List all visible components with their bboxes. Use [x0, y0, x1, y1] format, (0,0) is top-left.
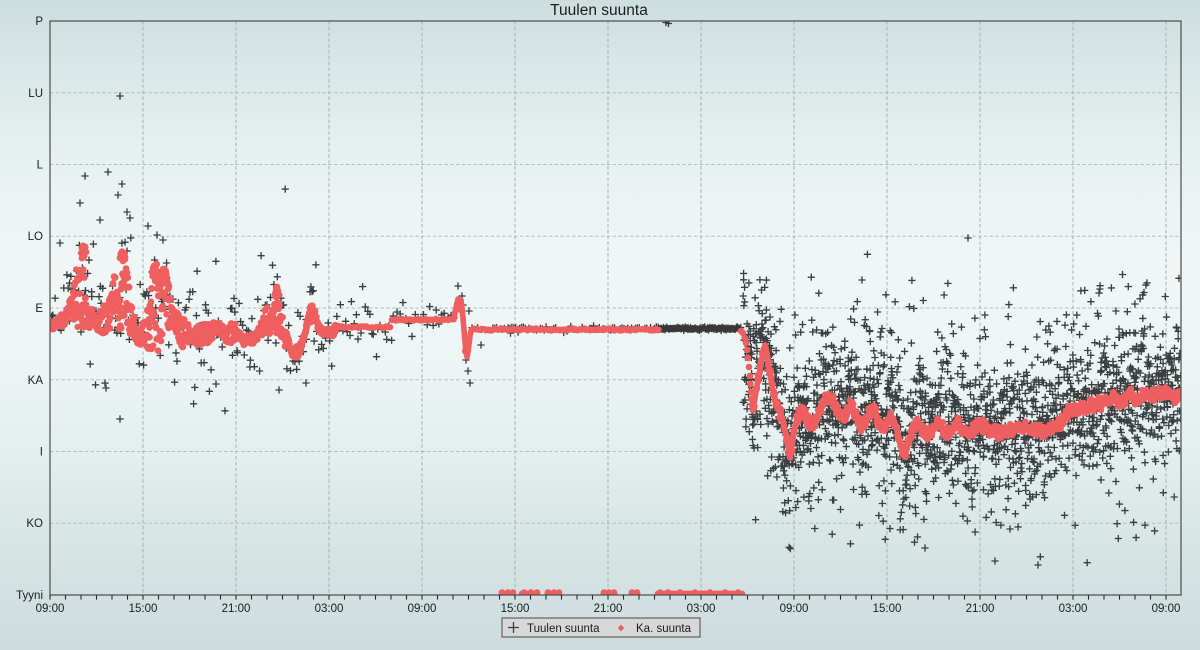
svg-text:LU: LU — [28, 88, 43, 100]
svg-text:I: I — [40, 447, 43, 459]
svg-text:LO: LO — [28, 231, 43, 243]
svg-text:03:00: 03:00 — [1059, 603, 1088, 615]
svg-text:L: L — [37, 160, 44, 172]
svg-text:09:00: 09:00 — [408, 603, 437, 615]
svg-text:Tuulen suunta: Tuulen suunta — [550, 2, 648, 19]
svg-text:15:00: 15:00 — [501, 603, 530, 615]
svg-text:15:00: 15:00 — [129, 603, 158, 615]
svg-text:21:00: 21:00 — [966, 603, 995, 615]
svg-text:15:00: 15:00 — [873, 603, 902, 615]
svg-text:Ka. suunta: Ka. suunta — [636, 623, 692, 635]
svg-text:09:00: 09:00 — [780, 603, 809, 615]
svg-text:03:00: 03:00 — [687, 603, 716, 615]
svg-text:Tyyni: Tyyni — [16, 590, 43, 602]
svg-text:03:00: 03:00 — [315, 603, 344, 615]
svg-text:21:00: 21:00 — [222, 603, 251, 615]
svg-text:KO: KO — [26, 518, 43, 530]
svg-text:E: E — [35, 303, 43, 315]
svg-text:Tuulen suunta: Tuulen suunta — [527, 623, 600, 635]
svg-text:P: P — [35, 16, 43, 28]
svg-text:KA: KA — [28, 375, 44, 387]
svg-text:09:00: 09:00 — [36, 603, 65, 615]
svg-text:09:00: 09:00 — [1152, 603, 1181, 615]
svg-text:21:00: 21:00 — [594, 603, 623, 615]
